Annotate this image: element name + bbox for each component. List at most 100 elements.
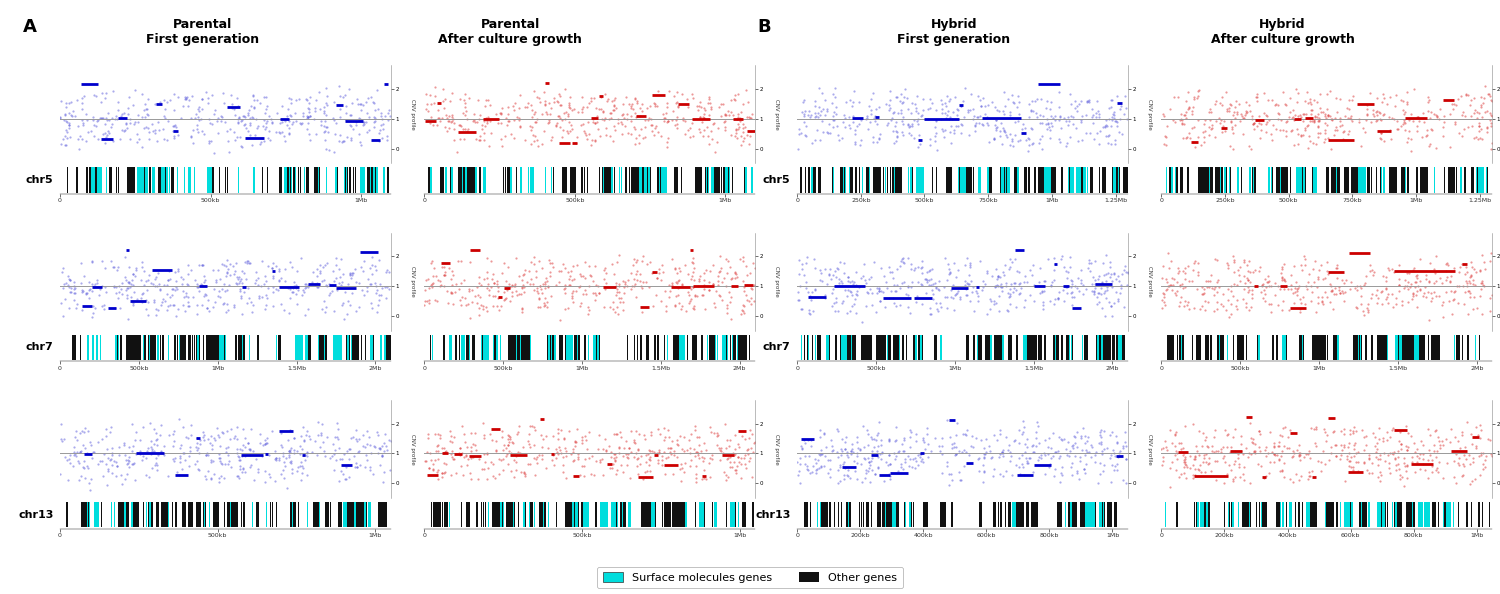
Bar [1023, 334, 1028, 360]
Point [1424, 426, 1448, 436]
Bar [640, 334, 642, 360]
Point [471, 465, 495, 474]
Point [1107, 448, 1131, 457]
Point [1298, 97, 1322, 106]
Point [878, 86, 902, 96]
Point [440, 449, 464, 459]
Point [190, 300, 214, 309]
Point [658, 449, 682, 459]
Point [1296, 143, 1320, 153]
Point [522, 285, 546, 295]
Point [356, 440, 380, 449]
Y-axis label: CNV profile: CNV profile [410, 434, 416, 465]
Point [378, 112, 402, 121]
Point [368, 295, 392, 305]
Bar [632, 168, 633, 192]
Point [1065, 106, 1089, 116]
Point [729, 140, 753, 150]
Point [1426, 432, 1450, 442]
Bar [296, 334, 303, 360]
Point [670, 301, 694, 311]
Point [1050, 435, 1074, 445]
Point [867, 286, 891, 295]
Point [638, 453, 662, 462]
Point [990, 282, 1014, 292]
Point [564, 438, 588, 447]
Bar [1224, 168, 1226, 192]
Point [62, 447, 86, 457]
Point [340, 99, 364, 108]
Bar [140, 168, 147, 192]
Point [1047, 451, 1071, 461]
Point [105, 457, 129, 467]
Point [855, 115, 879, 124]
Point [664, 123, 688, 132]
Point [1216, 261, 1240, 270]
Point [705, 123, 729, 132]
Point [1360, 289, 1384, 299]
Point [839, 473, 862, 483]
Bar [1419, 334, 1425, 360]
Bar [1082, 168, 1083, 192]
Point [1380, 448, 1404, 458]
Point [210, 260, 234, 269]
Point [1222, 120, 1246, 129]
Point [1252, 446, 1276, 455]
Bar [88, 168, 92, 192]
Point [686, 432, 709, 442]
Point [264, 456, 288, 465]
Bar [81, 502, 90, 527]
Point [1090, 450, 1114, 459]
Point [273, 454, 297, 463]
Bar [853, 334, 856, 360]
Point [162, 453, 186, 462]
Point [177, 443, 201, 452]
Point [426, 275, 450, 285]
Point [921, 294, 945, 304]
Bar [466, 168, 468, 192]
Point [66, 299, 90, 308]
Point [433, 267, 457, 277]
Point [630, 107, 654, 116]
Point [1314, 266, 1338, 276]
Point [634, 259, 658, 268]
Bar [1353, 334, 1356, 360]
Point [716, 435, 740, 444]
Point [171, 274, 195, 284]
Point [1454, 269, 1478, 279]
Point [669, 476, 693, 486]
Point [827, 306, 850, 315]
Point [933, 98, 957, 108]
Point [116, 124, 140, 133]
Point [1180, 109, 1204, 119]
Point [255, 276, 279, 285]
Point [700, 279, 724, 289]
Point [1406, 281, 1429, 290]
Point [86, 459, 109, 469]
Bar [1335, 168, 1341, 192]
Point [495, 285, 519, 295]
Point [888, 463, 912, 472]
Point [788, 295, 812, 305]
Point [285, 299, 309, 309]
Point [320, 451, 344, 461]
Point [1270, 273, 1294, 282]
Point [243, 454, 267, 464]
Point [514, 277, 538, 287]
Point [1395, 100, 1419, 109]
Point [998, 140, 1022, 149]
Point [1112, 441, 1136, 451]
Point [1474, 451, 1498, 460]
Y-axis label: CNV profile: CNV profile [1148, 434, 1152, 465]
Point [1448, 460, 1472, 469]
Point [147, 125, 171, 134]
Point [1028, 134, 1051, 144]
Point [624, 292, 648, 302]
Point [146, 136, 170, 146]
Point [903, 103, 927, 113]
Point [81, 301, 105, 310]
Point [827, 426, 850, 436]
Point [564, 138, 588, 148]
Point [795, 461, 819, 470]
Point [1338, 284, 1362, 293]
